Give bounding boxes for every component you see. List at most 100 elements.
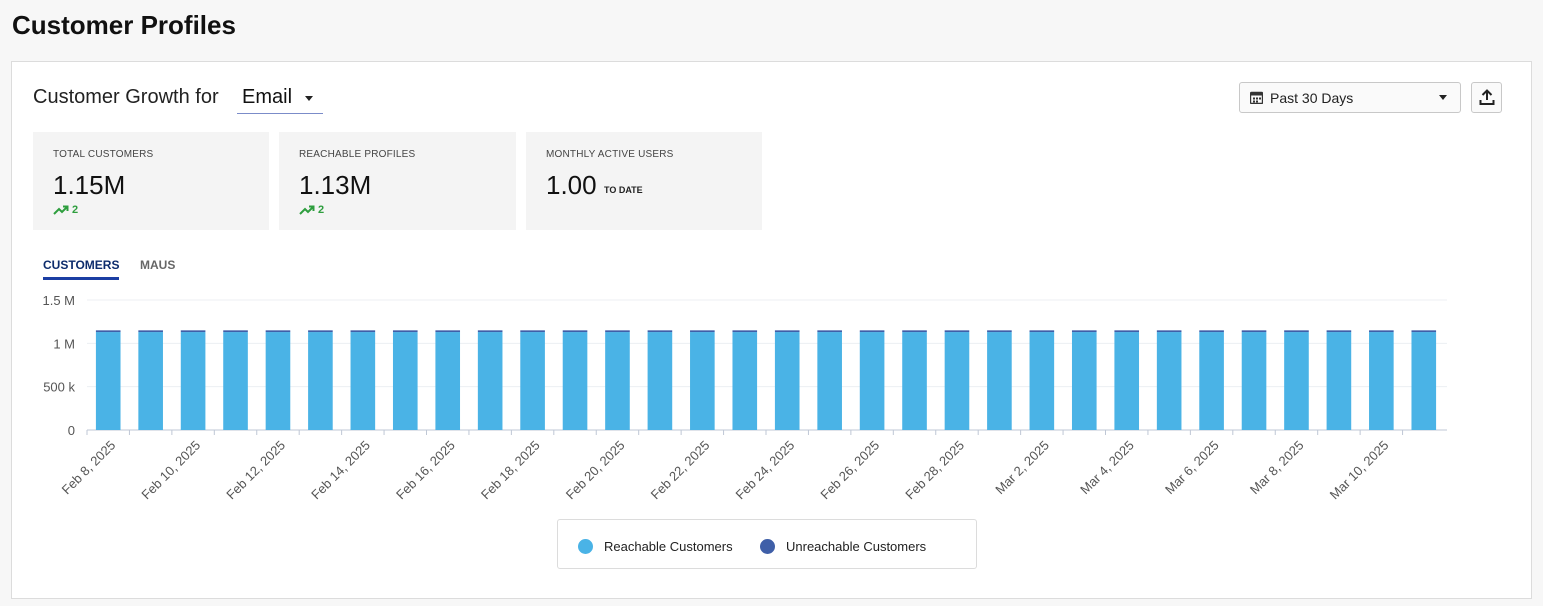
bar-unreachable[interactable]: [647, 330, 673, 333]
bar-reachable[interactable]: [1369, 332, 1394, 430]
x-tick-label: Feb 10, 2025: [138, 438, 203, 503]
bar-reachable[interactable]: [732, 332, 758, 430]
x-tick-label: Feb 12, 2025: [223, 438, 288, 503]
bar-unreachable[interactable]: [605, 330, 630, 333]
bar-unreachable[interactable]: [1199, 330, 1224, 333]
bar-unreachable[interactable]: [350, 330, 376, 333]
bar-unreachable[interactable]: [138, 330, 163, 333]
bar-unreachable[interactable]: [902, 330, 927, 333]
y-tick-label: 0: [68, 423, 75, 438]
bar-reachable[interactable]: [308, 332, 333, 430]
calendar-icon: [1250, 91, 1263, 104]
bar-unreachable[interactable]: [1411, 330, 1437, 333]
bar-unreachable[interactable]: [520, 330, 545, 333]
export-button[interactable]: [1471, 82, 1502, 113]
bar-reachable[interactable]: [1029, 332, 1055, 430]
page-title: Customer Profiles: [12, 10, 236, 40]
card-label: MONTHLY ACTIVE USERS: [546, 149, 674, 160]
y-tick-label: 500 k: [43, 380, 75, 395]
bar-reachable[interactable]: [944, 332, 970, 430]
bar-reachable[interactable]: [817, 332, 842, 430]
chevron-down-icon: [1439, 95, 1447, 100]
bar-reachable[interactable]: [350, 332, 376, 430]
tab-customers[interactable]: CUSTOMERS: [43, 258, 120, 280]
bar-reachable[interactable]: [223, 332, 248, 430]
x-tick-label: Mar 4, 2025: [1077, 438, 1137, 498]
bar-unreachable[interactable]: [690, 330, 715, 333]
bar-reachable[interactable]: [1114, 332, 1140, 430]
bar-unreachable[interactable]: [817, 330, 842, 333]
bar-reachable[interactable]: [1071, 332, 1097, 430]
bar-unreachable[interactable]: [1071, 330, 1097, 333]
bar-reachable[interactable]: [605, 332, 630, 430]
card-label: REACHABLE PROFILES: [299, 149, 416, 160]
date-range-select[interactable]: Past 30 Days: [1239, 82, 1461, 113]
bar-reachable[interactable]: [435, 332, 461, 430]
card-value: 1.13M: [299, 170, 372, 200]
card-value: 1.00: [546, 170, 597, 200]
legend-label-reachable[interactable]: Reachable Customers: [604, 539, 733, 554]
bar-unreachable[interactable]: [1156, 330, 1182, 333]
tab-maus[interactable]: MAUS: [140, 258, 176, 272]
bar-reachable[interactable]: [392, 332, 418, 430]
bar-reachable[interactable]: [859, 332, 885, 430]
bar-reachable[interactable]: [1284, 332, 1309, 430]
bar-unreachable[interactable]: [1284, 330, 1309, 333]
bar-unreachable[interactable]: [987, 330, 1012, 333]
bar-reachable[interactable]: [95, 332, 121, 430]
bar-unreachable[interactable]: [944, 330, 970, 333]
bar-reachable[interactable]: [1241, 332, 1267, 430]
bar-unreachable[interactable]: [774, 330, 800, 333]
bar-unreachable[interactable]: [1241, 330, 1267, 333]
bar-reachable[interactable]: [1326, 332, 1352, 430]
bar-unreachable[interactable]: [392, 330, 418, 333]
bar-unreachable[interactable]: [180, 330, 206, 333]
chevron-down-icon: [305, 96, 313, 101]
bar-reachable[interactable]: [1199, 332, 1224, 430]
trending-up-icon: [53, 205, 69, 215]
bar-reachable[interactable]: [180, 332, 206, 430]
bar-unreachable[interactable]: [308, 330, 333, 333]
trending-up-icon: [299, 205, 315, 215]
bar-reachable[interactable]: [647, 332, 673, 430]
bar-reachable[interactable]: [520, 332, 545, 430]
x-tick-label: Feb 28, 2025: [902, 438, 967, 503]
bar-reachable[interactable]: [987, 332, 1012, 430]
bar-unreachable[interactable]: [1029, 330, 1055, 333]
x-tick-label: Feb 14, 2025: [308, 438, 373, 503]
bar-unreachable[interactable]: [223, 330, 248, 333]
x-tick-label: Feb 16, 2025: [393, 438, 458, 503]
x-tick-label: Feb 8, 2025: [59, 438, 119, 498]
bar-unreachable[interactable]: [1326, 330, 1352, 333]
bar-unreachable[interactable]: [1114, 330, 1140, 333]
x-tick-label: Mar 10, 2025: [1327, 438, 1392, 503]
bar-reachable[interactable]: [1411, 332, 1437, 430]
total-customers-card: TOTAL CUSTOMERS 1.15M 2: [33, 132, 269, 230]
trend-value: 2: [318, 204, 325, 216]
bar-unreachable[interactable]: [732, 330, 758, 333]
bar-reachable[interactable]: [562, 332, 588, 430]
bar-reachable[interactable]: [774, 332, 800, 430]
bar-unreachable[interactable]: [95, 330, 121, 333]
bar-unreachable[interactable]: [1369, 330, 1394, 333]
trend-value: 2: [72, 204, 79, 216]
x-tick-label: Feb 24, 2025: [733, 438, 798, 503]
trend-indicator: 2: [299, 204, 324, 216]
legend-label-unreachable[interactable]: Unreachable Customers: [786, 539, 927, 554]
bar-reachable[interactable]: [902, 332, 927, 430]
bar-reachable[interactable]: [690, 332, 715, 430]
bar-reachable[interactable]: [1156, 332, 1182, 430]
card-label: TOTAL CUSTOMERS: [53, 149, 154, 160]
bar-reachable[interactable]: [477, 332, 503, 430]
bar-reachable[interactable]: [265, 332, 291, 430]
channel-select[interactable]: Email: [237, 82, 323, 114]
bar-unreachable[interactable]: [435, 330, 461, 333]
bar-unreachable[interactable]: [477, 330, 503, 333]
card-value: 1.15M: [53, 170, 126, 200]
bar-unreachable[interactable]: [859, 330, 885, 333]
bar-unreachable[interactable]: [265, 330, 291, 333]
reachable-profiles-card: REACHABLE PROFILES 1.13M 2: [279, 132, 516, 230]
bar-unreachable[interactable]: [562, 330, 588, 333]
x-tick-label: Mar 6, 2025: [1162, 438, 1222, 498]
bar-reachable[interactable]: [138, 332, 163, 430]
